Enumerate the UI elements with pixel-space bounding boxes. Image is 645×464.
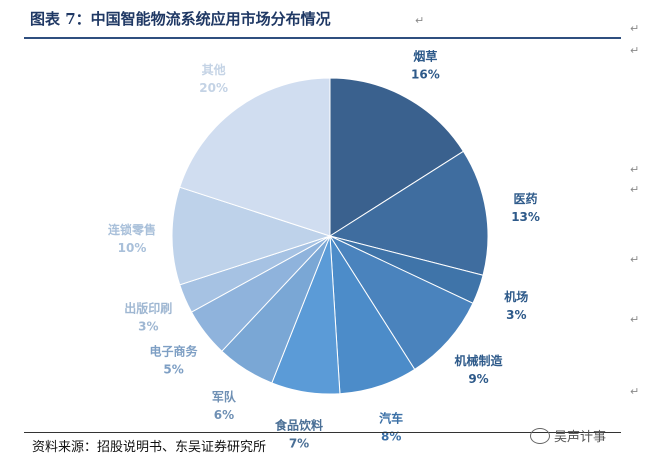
slice-label: 烟草 — [413, 48, 437, 63]
slice-value-label: 10% — [118, 241, 147, 255]
slice-value-label: 13% — [511, 210, 540, 224]
slice-label: 电子商务 — [150, 343, 199, 358]
slice-label: 连锁零售 — [108, 222, 156, 237]
slice-value-label: 16% — [411, 67, 440, 81]
return-mark-icon: ↵ — [630, 44, 640, 57]
return-mark-icon: ↵ — [630, 22, 640, 35]
slice-label: 出版印刷 — [124, 301, 172, 316]
wechat-icon — [530, 427, 550, 444]
pie-slices — [171, 77, 489, 395]
slice-value-label: 9% — [468, 372, 488, 386]
pie-slice — [328, 234, 474, 371]
slice-label: 军队 — [212, 389, 237, 404]
slice-value-label: 20% — [199, 81, 228, 95]
slice-value-label: 7% — [289, 437, 309, 451]
pie-slice — [329, 77, 465, 237]
return-mark-icon: ↵ — [630, 183, 640, 196]
slice-label: 医药 — [514, 191, 538, 206]
slice-value-label: 3% — [506, 308, 526, 322]
return-mark-icon: ↵ — [415, 14, 425, 27]
slice-value-label: 3% — [138, 320, 158, 334]
figure-title: 图表 7：中国智能物流系统应用市场分布情况 — [30, 10, 331, 28]
slice-value-label: 5% — [163, 362, 183, 376]
return-mark-icon: ↵ — [630, 253, 640, 266]
slice-label: 汽车 — [379, 410, 403, 425]
pie-slice — [171, 186, 332, 286]
watermark: 吴声计事 — [530, 426, 606, 445]
source-note: 资料来源：招股说明书、东吴证券研究所 — [32, 440, 267, 455]
pie-slice — [328, 150, 489, 276]
pie-slice — [179, 77, 331, 237]
slice-label: 食品饮料 — [274, 418, 323, 433]
slice-value-label: 6% — [214, 408, 234, 422]
title-rule — [24, 37, 621, 39]
watermark-text: 吴声计事 — [554, 430, 607, 445]
pie-labels: 烟草16%医药13%机场3%机械制造9%汽车8%食品饮料7%军队6%电子商务5%… — [108, 48, 540, 450]
slice-label: 其他 — [202, 62, 226, 77]
slice-label: 机械制造 — [455, 353, 504, 368]
slice-label: 机场 — [504, 289, 528, 304]
return-mark-icon: ↵ — [630, 163, 640, 176]
return-mark-icon: ↵ — [630, 385, 640, 398]
return-mark-icon: ↵ — [630, 313, 640, 326]
source-rule — [24, 432, 621, 433]
